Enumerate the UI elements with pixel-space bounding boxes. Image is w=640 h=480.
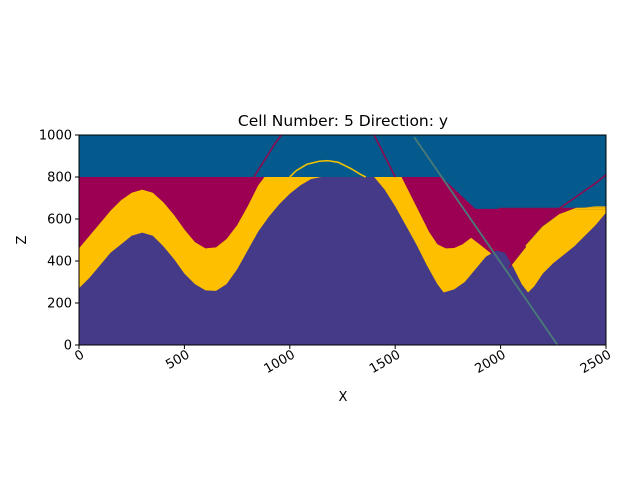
x-tick-label: 0 <box>72 347 87 364</box>
y-tick-label: 600 <box>47 213 72 228</box>
line-red_contour_right <box>373 135 396 178</box>
line-yellow_contour_right <box>525 207 606 247</box>
layer-basement-fill <box>79 177 606 345</box>
y-axis: 0 200 400 600 800 1000 <box>39 129 79 354</box>
line-red_contour_left <box>253 135 283 178</box>
plot-area <box>79 135 606 345</box>
line-fault_line <box>413 136 559 345</box>
y-tick-label: 200 <box>47 297 72 312</box>
x-tick-label: 1000 <box>262 347 298 377</box>
y-tick-label: 800 <box>47 171 72 186</box>
x-tick-label: 1500 <box>367 347 403 377</box>
y-axis-label: Z <box>15 235 30 244</box>
x-tick-label: 2500 <box>578 347 614 377</box>
y-tick-label: 400 <box>47 255 72 270</box>
x-axis-label: X <box>339 390 348 405</box>
plot-frame <box>78 134 607 346</box>
y-tick-label: 0 <box>64 339 72 354</box>
y-tick-label: 1000 <box>39 129 72 144</box>
chart-title: Cell Number: 5 Direction: y <box>238 112 448 130</box>
x-axis: 0 500 1000 1500 2000 2500 <box>72 345 614 377</box>
line-yellow_contour_top <box>289 159 367 178</box>
x-tick-label: 2000 <box>472 347 508 377</box>
x-tick-label: 500 <box>163 347 192 372</box>
